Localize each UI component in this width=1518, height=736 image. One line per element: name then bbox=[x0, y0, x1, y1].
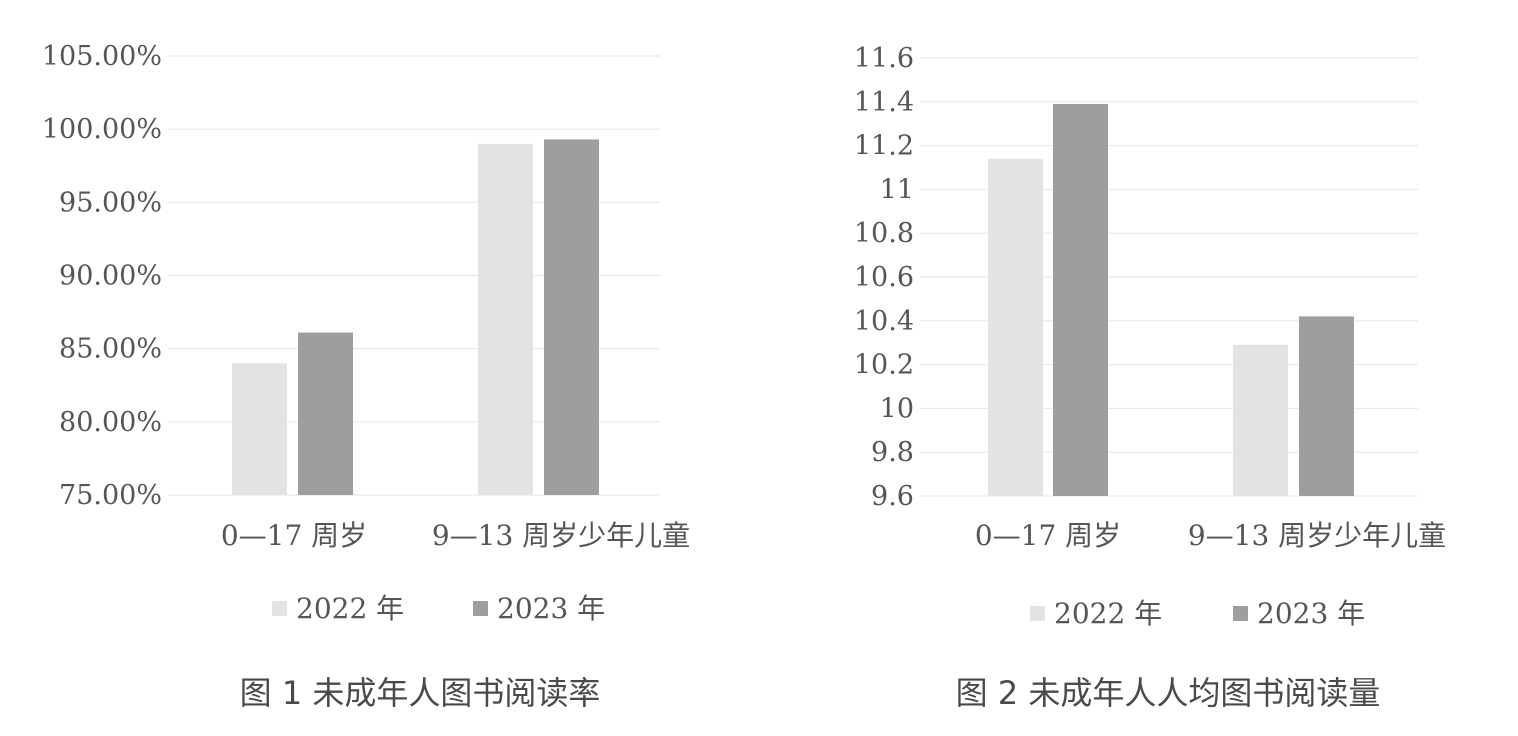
y-tick-label: 9.8 bbox=[871, 437, 914, 468]
y-tick-label: 80.00% bbox=[59, 407, 162, 438]
x-axis-categories: 0—17 周岁 9—13 周岁少年儿童 bbox=[221, 519, 690, 552]
bar-2023 bbox=[1053, 103, 1108, 497]
y-tick-label: 10 bbox=[880, 393, 914, 424]
bars bbox=[988, 103, 1354, 497]
y-axis-ticks: 9.6 9.8 10 10.2 10.4 10.6 10.8 11 11.2 11.4 11.6 bbox=[854, 43, 914, 512]
legend: 2022 年 2023 年 bbox=[1030, 597, 1365, 630]
y-tick-label: 85.00% bbox=[59, 334, 162, 365]
legend-label-2023: 2023 年 bbox=[1257, 597, 1365, 630]
y-tick-label: 11.2 bbox=[854, 131, 914, 162]
bars bbox=[232, 139, 599, 496]
legend-label-2022: 2022 年 bbox=[296, 592, 404, 625]
y-tick-label: 9.6 bbox=[871, 481, 914, 512]
y-tick-label: 100.00% bbox=[42, 114, 162, 145]
y-tick-label: 95.00% bbox=[59, 187, 162, 218]
bar-2023 bbox=[1299, 316, 1354, 496]
figure-caption-1: 图 1 未成年人图书阅读率 bbox=[240, 674, 601, 712]
bar-2023 bbox=[298, 332, 353, 495]
bar-2022 bbox=[1233, 344, 1288, 496]
y-tick-label: 75.00% bbox=[59, 480, 162, 511]
x-category-label: 0—17 周岁 bbox=[221, 519, 367, 552]
y-tick-label: 10.2 bbox=[854, 350, 914, 381]
bar-2022 bbox=[478, 143, 533, 496]
bar-2022 bbox=[232, 363, 287, 495]
y-tick-label: 10.8 bbox=[854, 218, 914, 249]
legend: 2022 年 2023 年 bbox=[272, 592, 605, 625]
legend-swatch-2023 bbox=[473, 601, 488, 616]
legend-swatch-2022 bbox=[272, 601, 287, 616]
y-tick-label: 11.6 bbox=[854, 43, 914, 74]
legend-label-2022: 2022 年 bbox=[1054, 597, 1162, 630]
figure-caption-2: 图 2 未成年人人均图书阅读量 bbox=[956, 674, 1381, 712]
legend-swatch-2023 bbox=[1233, 606, 1248, 621]
legend-label-2023: 2023 年 bbox=[497, 592, 605, 625]
bar-2023 bbox=[544, 139, 599, 495]
legend-swatch-2022 bbox=[1030, 606, 1045, 621]
y-tick-label: 10.6 bbox=[854, 262, 914, 293]
y-tick-label: 10.4 bbox=[854, 306, 914, 337]
y-tick-label: 105.00% bbox=[42, 41, 162, 72]
x-axis-categories: 0—17 周岁 9—13 周岁少年儿童 bbox=[975, 519, 1446, 552]
x-category-label: 0—17 周岁 bbox=[975, 519, 1121, 552]
bar-2022 bbox=[988, 158, 1043, 497]
x-category-label: 9—13 周岁少年儿童 bbox=[1188, 519, 1446, 552]
y-axis-ticks: 75.00% 80.00% 85.00% 90.00% 95.00% 100.00% 105… bbox=[42, 41, 162, 511]
y-tick-label: 11.4 bbox=[854, 87, 914, 118]
y-tick-label: 11 bbox=[880, 174, 914, 205]
x-category-label: 9—13 周岁少年儿童 bbox=[432, 519, 690, 552]
y-tick-label: 90.00% bbox=[59, 261, 162, 292]
